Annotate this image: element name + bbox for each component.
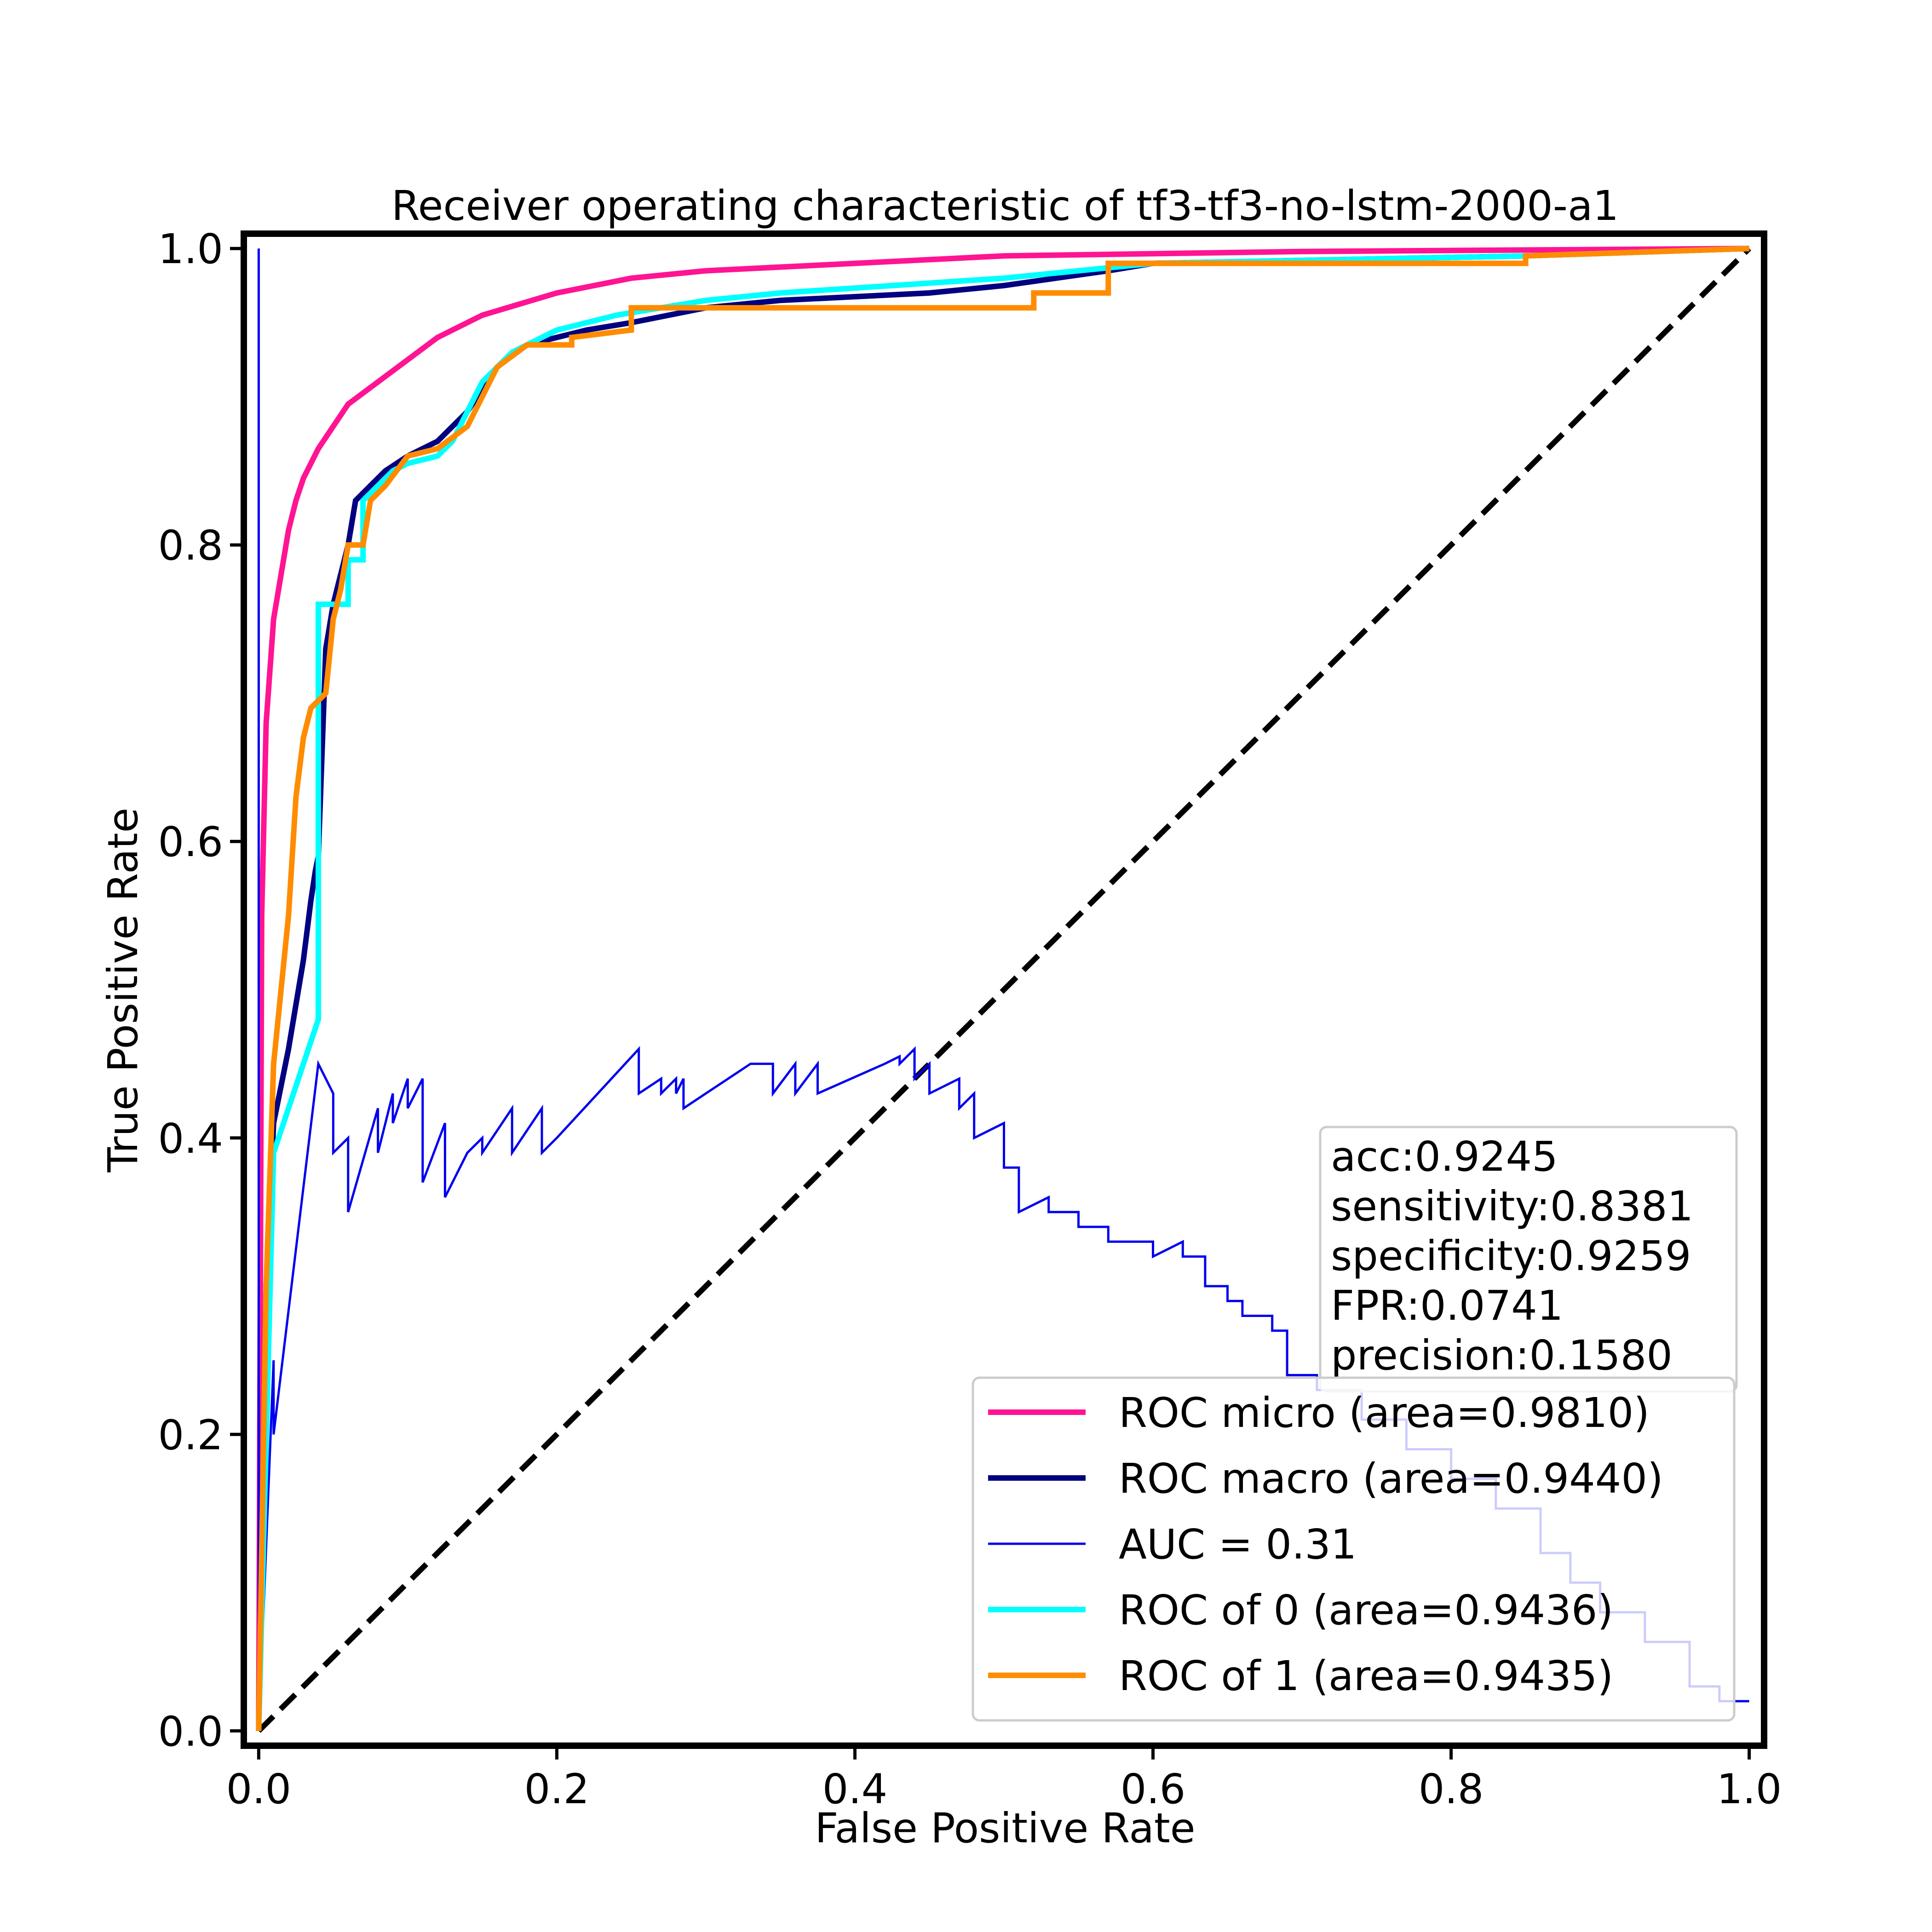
- y-tick-label-0: 0.0: [158, 1708, 223, 1755]
- stats-box: acc:0.9245sensitivity:0.8381specificity:…: [1319, 1126, 1738, 1393]
- axes-frame: [241, 230, 1767, 1749]
- x-tick-label-4: 0.8: [1419, 1765, 1484, 1813]
- y-tick-label-2: 0.4: [158, 1115, 223, 1162]
- legend-label-4: ROC of 1 (area=0.9435): [1119, 1652, 1613, 1700]
- chart-title: Receiver operating characteristic of tf3…: [391, 182, 1619, 230]
- y-axis-label: True Positive Rate: [99, 808, 147, 1173]
- stats-line-1: sensitivity:0.8381: [1331, 1182, 1693, 1230]
- stats-line-3: FPR:0.0741: [1331, 1282, 1563, 1329]
- x-tick-label-5: 1.0: [1717, 1765, 1782, 1813]
- x-tick-label-2: 0.4: [822, 1765, 888, 1813]
- axis-ticks: 0.0 0.2 0.4 0.6 0.8 1.0 0.0 0.2 0.4 0.6 0.8 1.0: [158, 225, 1782, 1813]
- series-line-1: [256, 246, 1749, 1731]
- legend: ROC micro (area=0.9810) ROC macro (area=0…: [972, 1376, 1736, 1722]
- y-tick-label-3: 0.6: [158, 818, 223, 866]
- legend-label-2: AUC = 0.31: [1119, 1520, 1357, 1568]
- legend-label-3: ROC of 0 (area=0.9436): [1119, 1586, 1613, 1634]
- series-line-0: [256, 246, 1749, 1731]
- plot-area: [241, 230, 1767, 1749]
- y-tick-label-5: 1.0: [158, 225, 223, 273]
- stats-line-0: acc:0.9245: [1331, 1133, 1558, 1180]
- y-tick-label-1: 0.2: [158, 1411, 223, 1459]
- legend-label-0: ROC micro (area=0.9810): [1119, 1389, 1650, 1437]
- x-tick-label-3: 0.6: [1121, 1765, 1186, 1813]
- x-tick-label-1: 0.2: [524, 1765, 590, 1813]
- legend-label-1: ROC macro (area=0.9440): [1119, 1455, 1663, 1502]
- series-line-3: [256, 246, 1749, 1731]
- legend-frame: [972, 1376, 1736, 1722]
- stats-line-2: specificity:0.9259: [1331, 1232, 1691, 1280]
- stats-line-4: precision:0.1580: [1331, 1331, 1673, 1379]
- series-line-4: [256, 246, 1749, 1731]
- reference-diagonal: [257, 246, 1751, 1733]
- x-tick-label-0: 0.0: [226, 1765, 292, 1813]
- y-tick-label-4: 0.8: [158, 522, 223, 569]
- x-axis-label: False Positive Rate: [815, 1804, 1195, 1852]
